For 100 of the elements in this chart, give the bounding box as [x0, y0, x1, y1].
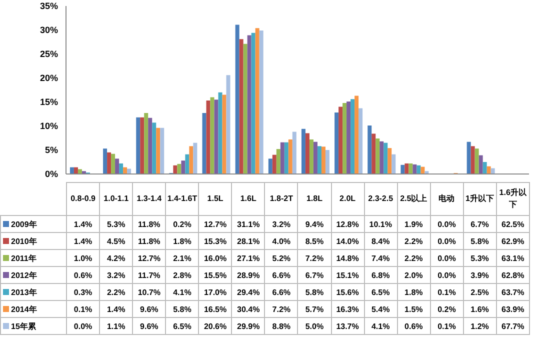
- data-label: 5.8%: [463, 232, 496, 250]
- data-label: 2.2%: [397, 232, 430, 250]
- data-label: 1.4%: [66, 232, 100, 250]
- text: 62.9%: [502, 236, 524, 246]
- data-label: 2.1%: [166, 250, 199, 266]
- text: 67.7%: [502, 322, 524, 330]
- y-tick-label: 25%: [40, 49, 58, 60]
- data-label: 12.8%: [331, 216, 364, 232]
- data-label: 0.0%: [66, 318, 100, 334]
- data-label: 20.6%: [198, 318, 232, 334]
- data-label: 2.5%: [463, 284, 496, 300]
- data-label: 10.1%: [364, 216, 398, 232]
- data-label: 8.5%: [298, 232, 331, 250]
- data-label: 0.1%: [66, 300, 100, 318]
- data-label: 30.4%: [232, 300, 265, 318]
- data-label: 0.0%: [430, 232, 464, 250]
- y-tick-label: 0%: [44, 169, 58, 180]
- data-label: 0.2%: [166, 216, 199, 232]
- data-label: 5.2%: [264, 250, 298, 266]
- data-label: 5.4%: [364, 300, 398, 318]
- text: 63.1%: [502, 254, 524, 262]
- data-label: 0.3%: [66, 284, 100, 300]
- data-label: 2.2%: [100, 284, 133, 300]
- data-label: 11.8%: [132, 216, 166, 232]
- x-tick-label: 2.5以上: [397, 182, 430, 216]
- data-label: 16.5%: [198, 300, 232, 318]
- data-label: 1.2%: [463, 318, 496, 334]
- data-label: 3.9%: [463, 266, 496, 284]
- data-label: 17.0%: [198, 284, 232, 300]
- data-label: 2.2%: [397, 250, 430, 266]
- data-label: 1.5%: [397, 300, 430, 318]
- data-label: 0.2%: [430, 300, 464, 318]
- data-label: 0.0%: [430, 266, 464, 284]
- text: 63.9%: [502, 304, 524, 314]
- data-label: 1.4%: [100, 300, 133, 318]
- data-label: 1.9%: [397, 216, 430, 232]
- legend-label: 2011年: [0, 250, 66, 266]
- x-tick-label: 0.8-0.9: [66, 182, 100, 216]
- legend-label: 15年累: [0, 318, 66, 334]
- data-label: 5.3%: [100, 216, 133, 232]
- data-label: 12.7%: [198, 216, 232, 232]
- data-label: 16.0%: [198, 250, 232, 266]
- data-label: 7.4%: [364, 250, 398, 266]
- x-tick-label: 1升以下: [463, 182, 496, 216]
- legend-label: 2009年: [0, 216, 66, 232]
- data-label: 6.7%: [298, 266, 331, 284]
- data-label: 1.8%: [166, 232, 199, 250]
- data-label: 6.7%: [463, 216, 496, 232]
- data-label: 29.4%: [232, 284, 265, 300]
- x-tick-label: 1.8L: [298, 182, 331, 216]
- data-label: 9.6%: [132, 318, 166, 334]
- data-label: 12.7%: [132, 250, 166, 266]
- data-label: 5.7%: [298, 300, 331, 318]
- data-label: 0.6%: [66, 266, 100, 284]
- data-label: 5.3%: [463, 250, 496, 266]
- data-label: 15.3%: [198, 232, 232, 250]
- x-tick-label: 2.0L: [331, 182, 364, 216]
- data-label: 16.3%: [331, 300, 364, 318]
- data-label: 11.8%: [132, 232, 166, 250]
- text: 62.5%: [502, 220, 524, 228]
- data-label: 10.7%: [132, 284, 166, 300]
- data-label: 13.7%: [331, 318, 364, 334]
- x-tick-label: 1.6L: [232, 182, 265, 216]
- x-tick-label: 1.6升以下: [496, 182, 530, 216]
- x-tick-label: 1.8-2T: [264, 182, 298, 216]
- data-label: 0.0%: [430, 216, 464, 232]
- data-label: 1.0%: [66, 250, 100, 266]
- data-label: 14.8%: [331, 250, 364, 266]
- data-label: 15.5%: [198, 266, 232, 284]
- x-tick-label: 2.3-2.5: [364, 182, 398, 216]
- data-label: 9.6%: [132, 300, 166, 318]
- data-label: 4.5%: [100, 232, 133, 250]
- y-tick-label: 35%: [40, 1, 58, 12]
- data-label: 0.1%: [430, 284, 464, 300]
- legend-label: 2014年: [0, 300, 66, 318]
- data-label: 5.0%: [298, 318, 331, 334]
- data-label: 2.8%: [166, 266, 199, 284]
- data-label: 0.0%: [430, 250, 464, 266]
- text: 63.7%: [502, 288, 524, 296]
- data-label: 6.6%: [264, 284, 298, 300]
- data-label: 7.2%: [298, 250, 331, 266]
- text: 62.8%: [502, 270, 524, 280]
- data-label: 8.4%: [364, 232, 398, 250]
- data-label: 6.5%: [364, 284, 398, 300]
- data-label: 6.8%: [364, 266, 398, 284]
- y-tick-label: 10%: [40, 121, 58, 132]
- data-label: 4.0%: [264, 232, 298, 250]
- data-label: 9.4%: [298, 216, 331, 232]
- data-label: 0.1%: [430, 318, 464, 334]
- data-label: 1.8%: [397, 284, 430, 300]
- y-tick-label: 20%: [40, 73, 58, 84]
- data-label: 0.6%: [397, 318, 430, 334]
- data-label: 8.8%: [264, 318, 298, 334]
- data-label: 1.1%: [100, 318, 133, 334]
- y-tick-label: 30%: [40, 25, 58, 36]
- data-label: 6.5%: [166, 318, 199, 334]
- data-label: 4.2%: [100, 250, 133, 266]
- x-tick-label: 1.5L: [198, 182, 232, 216]
- data-label: 28.9%: [232, 266, 265, 284]
- data-label: 28.1%: [232, 232, 265, 250]
